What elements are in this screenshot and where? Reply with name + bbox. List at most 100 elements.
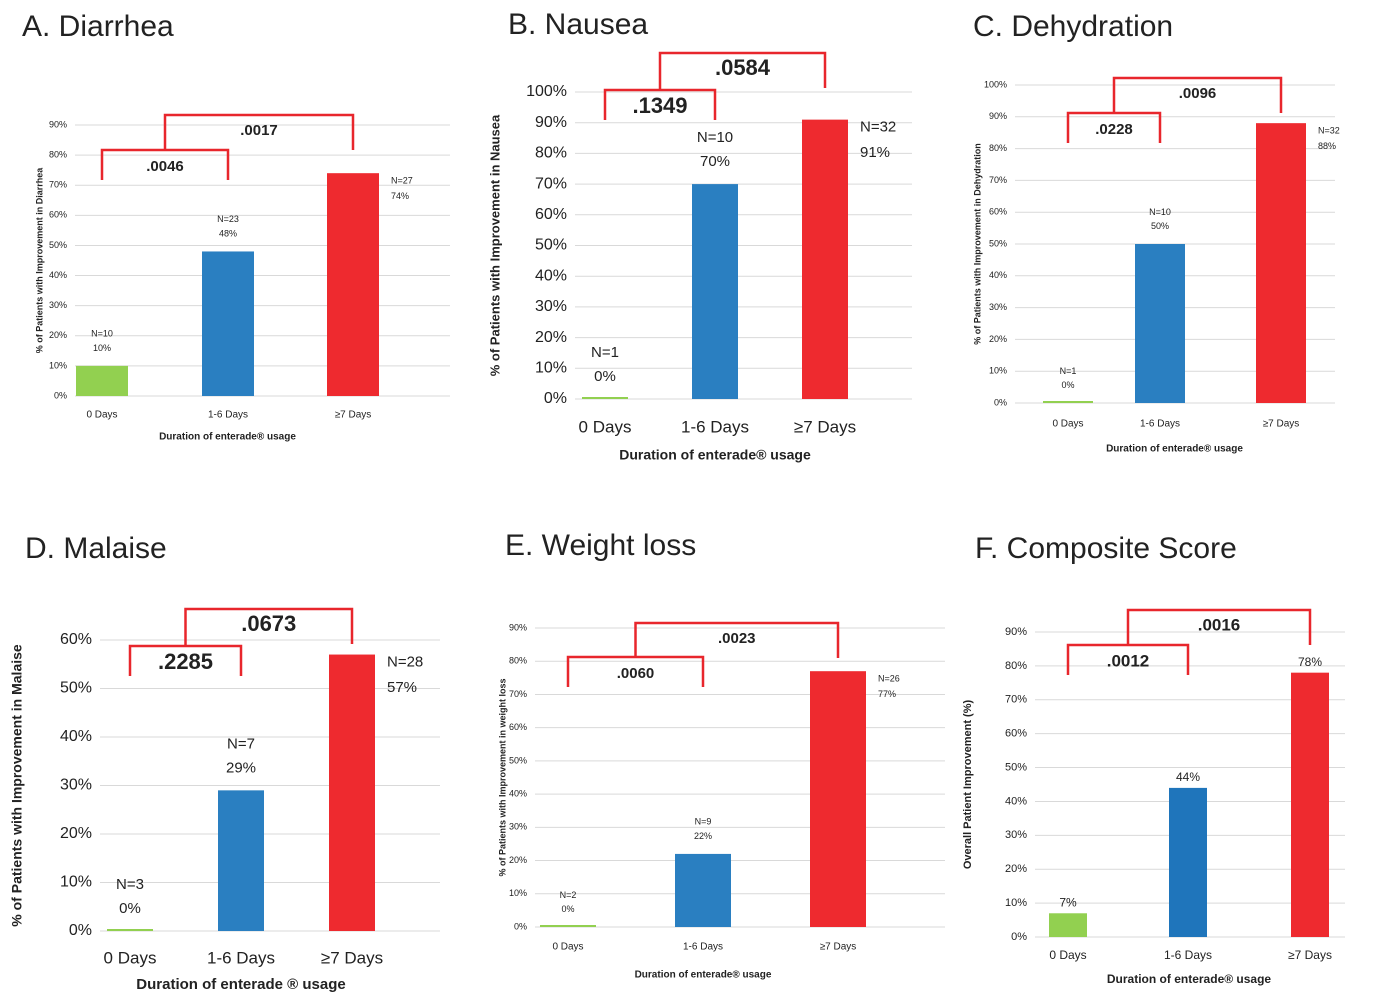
x-tick-label: 0 Days: [104, 948, 157, 967]
bar: [1169, 787, 1207, 937]
y-tick-label: 70%: [1005, 694, 1027, 706]
bar: [675, 853, 731, 927]
bracket: [1112, 76, 1283, 113]
y-tick-label: 90%: [535, 114, 567, 131]
chart-title: E. Weight loss: [505, 529, 696, 562]
p-value: .0017: [240, 122, 278, 139]
p-value: .2285: [158, 649, 213, 674]
bar: [582, 397, 628, 399]
n-label: N=23: [217, 214, 239, 224]
p-value: .0012: [1107, 651, 1150, 670]
bracket: [184, 607, 354, 646]
y-tick-label: 10%: [509, 888, 527, 898]
bar: [810, 671, 866, 927]
y-tick-label: 0%: [544, 390, 567, 407]
y-tick-label: 60%: [509, 722, 527, 732]
y-tick-label: 20%: [509, 855, 527, 865]
y-tick-label: 50%: [509, 755, 527, 765]
p-value: .0673: [241, 611, 296, 636]
y-tick-label: 50%: [1005, 761, 1027, 773]
x-tick-label: ≥7 Days: [335, 410, 372, 421]
n-label: N=10: [91, 329, 113, 339]
y-tick-label: 90%: [1005, 626, 1027, 638]
x-tick-label: 1-6 Days: [1140, 419, 1180, 430]
value-label: 70%: [700, 153, 730, 170]
value-label: 74%: [391, 191, 409, 201]
value-label: 88%: [1318, 141, 1336, 151]
bar: [1256, 123, 1306, 403]
y-tick-label: 10%: [49, 360, 67, 370]
y-tick-label: 10%: [989, 366, 1007, 376]
y-tick-label: 70%: [49, 180, 67, 190]
p-value: .0228: [1095, 121, 1133, 138]
y-tick-label: 30%: [509, 822, 527, 832]
bar: [329, 654, 375, 931]
y-tick-label: 40%: [989, 270, 1007, 280]
y-axis-label: % of Patients with Improvement in weight…: [497, 678, 507, 876]
value-label: 57%: [387, 679, 417, 696]
n-label: N=27: [391, 176, 413, 186]
y-axis-label: % of Patients with Improvement in Dehydr…: [972, 143, 982, 345]
x-axis-label: Duration of enterade® usage: [619, 447, 811, 463]
n-label: N=26: [878, 674, 900, 684]
y-tick-label: 10%: [1005, 897, 1027, 909]
value-label: 0%: [1061, 380, 1074, 390]
n-label: N=10: [697, 129, 733, 146]
value-label: 7%: [1059, 895, 1077, 909]
bar: [218, 790, 264, 931]
bar: [802, 119, 848, 399]
y-axis-label: % of Patients with Improvement in Diarrh…: [34, 167, 44, 354]
y-tick-label: 20%: [60, 825, 92, 842]
bracket: [1126, 608, 1312, 645]
y-tick-label: 40%: [535, 267, 567, 284]
chart-title: D. Malaise: [25, 532, 167, 565]
x-tick-label: ≥7 Days: [820, 942, 857, 953]
x-tick-label: 0 Days: [1052, 419, 1083, 430]
y-tick-label: 30%: [60, 777, 92, 794]
n-label: N=32: [860, 119, 896, 136]
value-label: 0%: [594, 368, 616, 385]
x-tick-label: 1-6 Days: [681, 417, 749, 436]
y-tick-label: 60%: [60, 631, 92, 648]
n-label: N=9: [695, 817, 712, 827]
value-label: 10%: [93, 343, 111, 353]
n-label: N=32: [1318, 126, 1340, 136]
y-tick-label: 90%: [49, 119, 67, 129]
y-tick-label: 90%: [509, 622, 527, 632]
x-tick-label: ≥7 Days: [1263, 419, 1300, 430]
y-tick-label: 70%: [535, 175, 567, 192]
value-label: 50%: [1151, 221, 1169, 231]
x-tick-label: ≥7 Days: [321, 948, 383, 967]
x-axis-label: Duration of enterade ® usage: [136, 976, 345, 993]
x-tick-label: 0 Days: [579, 417, 632, 436]
y-tick-label: 20%: [1005, 863, 1027, 875]
y-tick-label: 100%: [984, 79, 1007, 89]
value-label: 78%: [1298, 655, 1322, 669]
y-tick-label: 20%: [535, 329, 567, 346]
n-label: N=2: [560, 890, 577, 900]
value-label: 48%: [219, 229, 237, 239]
y-tick-label: 0%: [994, 397, 1007, 407]
y-tick-label: 80%: [49, 149, 67, 159]
bracket: [658, 51, 827, 90]
y-tick-label: 100%: [526, 83, 567, 100]
y-tick-label: 20%: [989, 334, 1007, 344]
bar: [1135, 244, 1185, 403]
x-tick-label: 0 Days: [552, 942, 583, 953]
bracket: [163, 113, 355, 150]
bar: [540, 925, 596, 927]
y-tick-label: 70%: [989, 175, 1007, 185]
y-tick-label: 40%: [49, 270, 67, 280]
chart-title: C. Dehydration: [973, 10, 1173, 43]
y-tick-label: 80%: [535, 145, 567, 162]
bar: [692, 184, 738, 399]
y-tick-label: 80%: [989, 143, 1007, 153]
value-label: 0%: [119, 900, 141, 917]
p-value: .0060: [617, 665, 655, 682]
bar: [202, 251, 254, 396]
y-tick-label: 0%: [1011, 931, 1027, 943]
bracket: [634, 621, 840, 658]
y-tick-label: 40%: [60, 728, 92, 745]
y-tick-label: 0%: [54, 390, 67, 400]
